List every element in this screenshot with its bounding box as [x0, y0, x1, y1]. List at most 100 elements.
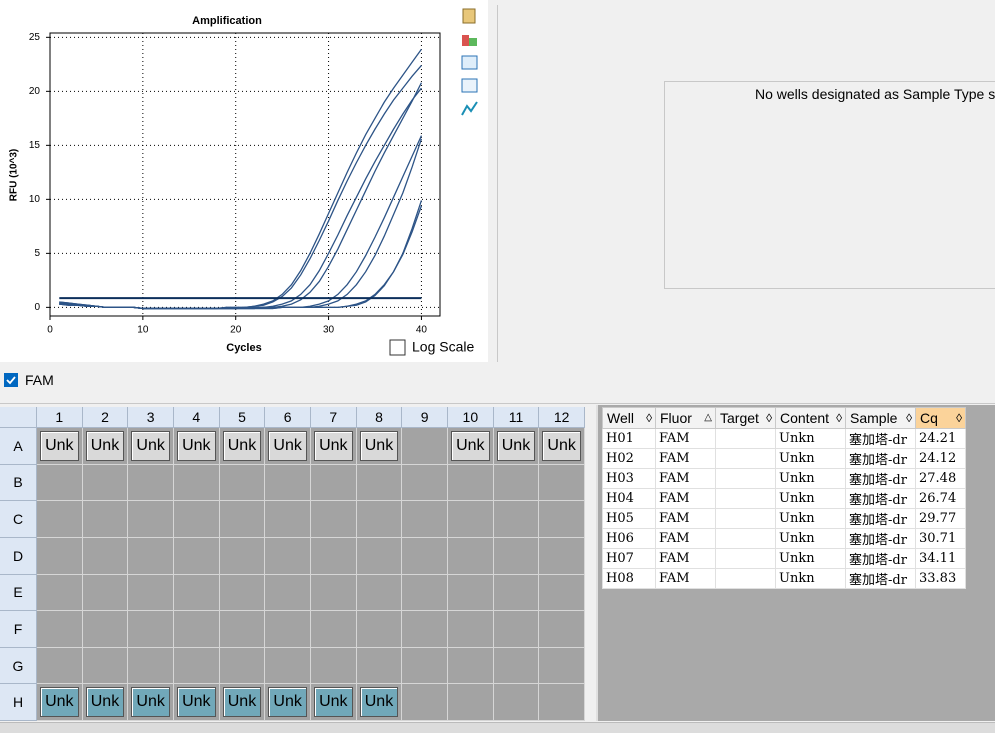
column-header[interactable]: Content	[775, 407, 846, 429]
well[interactable]	[356, 537, 403, 575]
well[interactable]	[539, 574, 585, 612]
well-button[interactable]: Unk	[177, 431, 216, 461]
column-header[interactable]: Cq	[915, 407, 966, 429]
fluor-checkbox[interactable]	[4, 373, 18, 387]
well[interactable]	[128, 574, 174, 612]
result-row[interactable]: H05 FAM Unkn 塞加塔-dr 29.77	[602, 508, 966, 529]
well-button[interactable]: Unk	[222, 431, 262, 461]
well[interactable]	[493, 464, 540, 502]
well-button[interactable]: Unk	[85, 687, 125, 717]
well[interactable]	[539, 647, 585, 685]
well-button[interactable]: Unk	[222, 687, 262, 717]
well[interactable]: Unk	[356, 684, 403, 721]
well[interactable]	[265, 611, 311, 648]
column-header[interactable]: 5	[219, 407, 266, 428]
row-header[interactable]: F	[0, 611, 37, 648]
well-button[interactable]: Unk	[268, 687, 307, 717]
well-button[interactable]: Unk	[85, 431, 125, 461]
column-header[interactable]: 3	[128, 407, 174, 428]
column-header[interactable]: 1	[37, 407, 83, 428]
well[interactable]: Unk	[219, 684, 266, 721]
row-header[interactable]: E	[0, 574, 37, 612]
well[interactable]	[311, 501, 357, 538]
column-header[interactable]: 12	[539, 407, 585, 428]
well[interactable]: Unk	[82, 428, 129, 465]
well[interactable]	[37, 611, 83, 648]
well[interactable]: Unk	[265, 684, 311, 721]
chart-settings-icon[interactable]	[461, 101, 478, 116]
well[interactable]	[539, 684, 585, 721]
well[interactable]	[493, 537, 540, 575]
well[interactable]: Unk	[82, 684, 129, 721]
result-row[interactable]: H03 FAM Unkn 塞加塔-dr 27.48	[602, 468, 966, 489]
well[interactable]: Unk	[174, 684, 220, 721]
well[interactable]	[356, 647, 403, 685]
well[interactable]	[539, 537, 585, 575]
well[interactable]	[174, 537, 220, 575]
well[interactable]	[128, 537, 174, 575]
well-button[interactable]: Unk	[177, 687, 216, 717]
well[interactable]	[219, 464, 266, 502]
result-row[interactable]: H07 FAM Unkn 塞加塔-dr 34.11	[602, 548, 966, 569]
well-button[interactable]: Unk	[131, 431, 170, 461]
well[interactable]	[219, 537, 266, 575]
well[interactable]	[356, 501, 403, 538]
column-header[interactable]: 2	[82, 407, 129, 428]
well-button[interactable]: Unk	[451, 431, 490, 461]
well[interactable]	[265, 647, 311, 685]
well[interactable]	[265, 574, 311, 612]
well[interactable]	[82, 647, 129, 685]
well[interactable]	[265, 501, 311, 538]
well[interactable]	[128, 464, 174, 502]
well-button[interactable]: Unk	[359, 431, 399, 461]
well-button[interactable]: Unk	[40, 431, 79, 461]
log-scale-checkbox[interactable]	[389, 339, 406, 356]
column-header[interactable]: Fluor	[655, 407, 716, 429]
well[interactable]	[448, 464, 494, 502]
well[interactable]: Unk	[448, 428, 494, 465]
column-header[interactable]: Sample	[845, 407, 916, 429]
well[interactable]	[37, 537, 83, 575]
result-row[interactable]: H08 FAM Unkn 塞加塔-dr 33.83	[602, 568, 966, 589]
well[interactable]	[82, 501, 129, 538]
well[interactable]: Unk	[265, 428, 311, 465]
well[interactable]	[402, 464, 448, 502]
column-header[interactable]: 7	[311, 407, 357, 428]
well[interactable]	[82, 611, 129, 648]
well[interactable]	[174, 574, 220, 612]
row-header[interactable]: G	[0, 647, 37, 685]
well[interactable]: Unk	[128, 684, 174, 721]
well[interactable]	[311, 464, 357, 502]
well[interactable]	[128, 611, 174, 648]
well[interactable]	[402, 611, 448, 648]
well[interactable]: Unk	[311, 428, 357, 465]
column-header[interactable]: 4	[174, 407, 220, 428]
row-header[interactable]: A	[0, 428, 37, 465]
well[interactable]: Unk	[174, 428, 220, 465]
well[interactable]	[539, 501, 585, 538]
well[interactable]	[311, 647, 357, 685]
column-header[interactable]: Target	[715, 407, 776, 429]
column-header[interactable]: Well	[602, 407, 656, 429]
well[interactable]	[37, 464, 83, 502]
well-button[interactable]: Unk	[40, 687, 79, 717]
save-icon[interactable]	[461, 55, 478, 70]
well[interactable]: Unk	[356, 428, 403, 465]
well[interactable]	[402, 501, 448, 538]
well[interactable]: Unk	[311, 684, 357, 721]
result-row[interactable]: H02 FAM Unkn 塞加塔-dr 24.12	[602, 448, 966, 469]
well[interactable]	[82, 537, 129, 575]
result-row[interactable]: H06 FAM Unkn 塞加塔-dr 30.71	[602, 528, 966, 549]
well[interactable]: Unk	[37, 428, 83, 465]
well-button[interactable]: Unk	[131, 687, 170, 717]
well[interactable]: Unk	[493, 428, 540, 465]
well[interactable]	[128, 647, 174, 685]
well[interactable]	[174, 501, 220, 538]
row-header[interactable]: B	[0, 464, 37, 502]
well[interactable]	[493, 501, 540, 538]
well[interactable]	[174, 464, 220, 502]
well[interactable]	[448, 647, 494, 685]
well[interactable]	[539, 611, 585, 648]
well[interactable]: Unk	[539, 428, 585, 465]
well[interactable]	[37, 574, 83, 612]
